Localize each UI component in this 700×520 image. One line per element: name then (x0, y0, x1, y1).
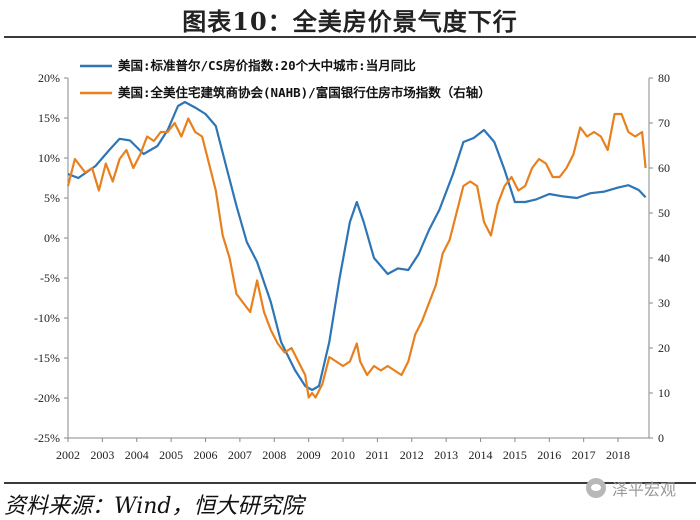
title-divider (4, 36, 696, 38)
legend-label-cs-index: 美国:标准普尔/CS房价指数:20个大中城市:当月同比 (118, 58, 416, 73)
x-tick-label: 2006 (194, 448, 218, 462)
x-tick-label: 2002 (56, 448, 80, 462)
right-tick-label: 60 (658, 161, 670, 175)
left-axis-ticks: 20% 15% 10% 5% 0% -5% -10% -15% -20% -25% (34, 71, 68, 445)
left-tick-label: 10% (38, 151, 60, 165)
right-tick-label: 20 (658, 341, 670, 355)
left-tick-label: -10% (34, 311, 60, 325)
source-note: 资料来源：Wind，恒大研究院 (4, 494, 304, 519)
x-tick-label: 2013 (434, 448, 458, 462)
source-divider (4, 482, 696, 484)
right-tick-label: 80 (658, 71, 670, 85)
right-tick-label: 50 (658, 206, 670, 220)
left-tick-label: -15% (34, 351, 60, 365)
x-tick-label: 2009 (297, 448, 321, 462)
left-tick-label: 5% (44, 191, 60, 205)
right-tick-label: 70 (658, 116, 670, 130)
watermark-text: 泽平宏观 (611, 480, 676, 499)
x-tick-label: 2005 (159, 448, 183, 462)
left-tick-label: 15% (38, 111, 60, 125)
right-axis-ticks: 80 70 60 50 40 30 20 10 0 (649, 71, 670, 445)
x-tick-label: 2004 (125, 448, 149, 462)
x-tick-label: 2008 (262, 448, 286, 462)
left-tick-label: 0% (44, 231, 60, 245)
x-tick-label: 2015 (503, 448, 527, 462)
series-line-nahb-index (66, 112, 647, 399)
chart-title: 图表10：全美房价景气度下行 (182, 7, 518, 36)
left-tick-label: -20% (34, 391, 60, 405)
watermark: 泽平宏观 (585, 476, 676, 500)
x-tick-label: 2007 (228, 448, 252, 462)
x-tick-label: 2017 (572, 448, 596, 462)
series-line-cs-index (67, 100, 647, 392)
x-tick-label: 2011 (366, 448, 390, 462)
legend-label-nahb-index: 美国:全美住宅建筑商协会(NAHB)/富国银行住房市场指数（右轴） (118, 85, 491, 100)
x-tick-label: 2014 (469, 448, 493, 462)
series-lines (66, 100, 647, 399)
line-chart: 20% 15% 10% 5% 0% -5% -10% -15% -20% -25% 80 70 60 5… (34, 58, 670, 462)
x-tick-label: 2003 (90, 448, 114, 462)
right-tick-label: 40 (658, 251, 670, 265)
right-tick-label: 30 (658, 296, 670, 310)
left-tick-label: -25% (34, 431, 60, 445)
x-tick-label: 2010 (331, 448, 355, 462)
x-tick-label: 2018 (606, 448, 630, 462)
x-tick-label: 2012 (400, 448, 424, 462)
left-tick-label: 20% (38, 71, 60, 85)
right-tick-label: 10 (658, 386, 670, 400)
x-tick-label: 2016 (537, 448, 561, 462)
legend: 美国:标准普尔/CS房价指数:20个大中城市:当月同比美国:全美住宅建筑商协会(… (80, 58, 491, 100)
right-tick-label: 0 (658, 431, 664, 445)
wechat-icon (585, 478, 606, 498)
plot-frame (67, 78, 650, 439)
x-axis-ticks: 2002 2003 2004 2005 2006 2007 2008 2009 2010 2011… (56, 438, 630, 462)
left-tick-label: -5% (40, 271, 60, 285)
